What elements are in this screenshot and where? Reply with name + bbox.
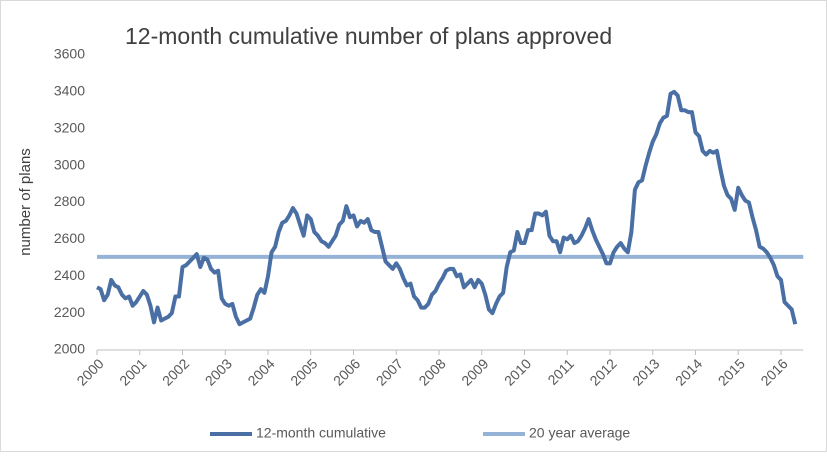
y-tick-label: 3000: [54, 156, 85, 172]
y-axis-label: number of plans: [17, 148, 34, 256]
y-tick-label: 3600: [54, 46, 85, 62]
y-tick-label: 3200: [54, 119, 85, 135]
y-tick-label: 2400: [54, 267, 85, 283]
series-line: [96, 89, 798, 327]
chart-title: 12-month cumulative number of plans appr…: [125, 23, 612, 49]
y-tick-label: 3400: [54, 83, 85, 99]
y-tick-label: 2000: [54, 341, 85, 357]
legend-label: 20 year average: [529, 425, 630, 441]
y-tick-label: 2600: [54, 230, 85, 246]
y-tick-label: 2200: [54, 304, 85, 320]
y-tick-label: 2800: [54, 193, 85, 209]
legend-label: 12-month cumulative: [256, 425, 386, 441]
